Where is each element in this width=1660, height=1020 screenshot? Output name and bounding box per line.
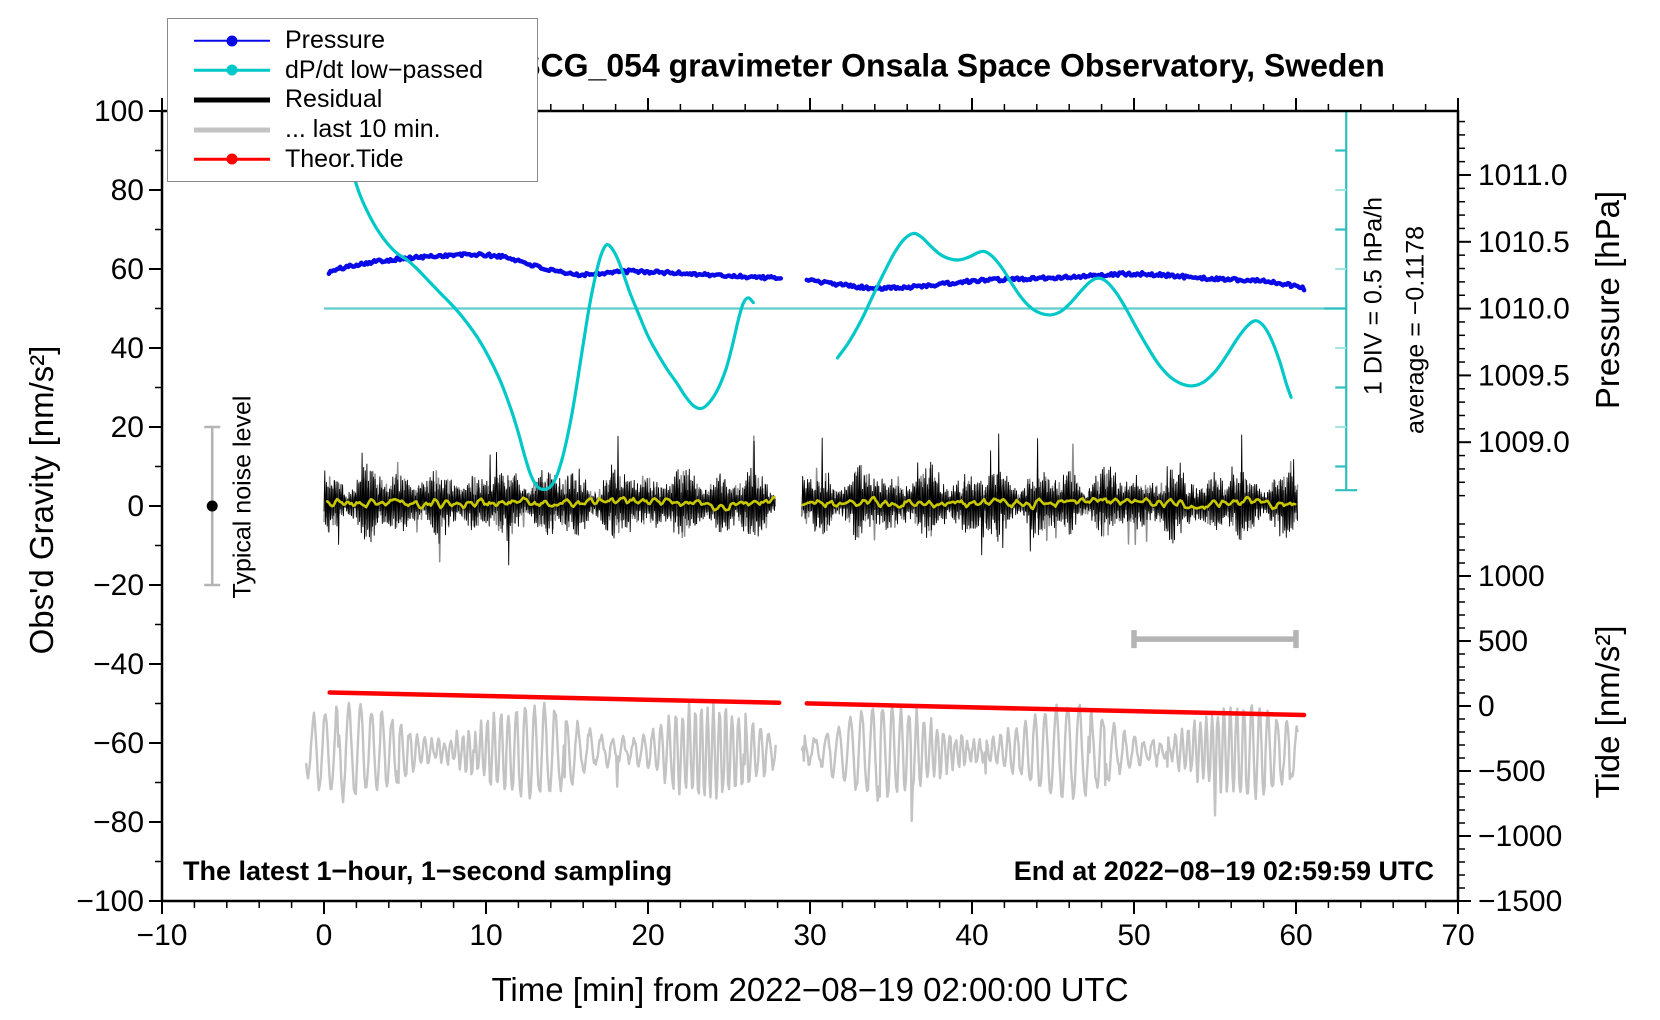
svg-text:0: 0 [316, 919, 333, 952]
svg-text:0: 0 [127, 490, 144, 523]
svg-text:30: 30 [793, 919, 826, 952]
svg-text:1009.5: 1009.5 [1478, 359, 1570, 392]
svg-text:1011.0: 1011.0 [1478, 159, 1568, 192]
svg-text:−10: −10 [137, 919, 188, 952]
chart-title: SCG_054 gravimeter Onsala Space Observat… [519, 47, 1385, 84]
svg-text:40: 40 [955, 919, 988, 952]
svg-text:10: 10 [469, 919, 502, 952]
svg-text:60: 60 [1279, 919, 1312, 952]
series-residual [323, 433, 1299, 566]
legend-label: Residual [285, 85, 383, 114]
legend-item-pressure: Pressure [194, 26, 537, 55]
svg-text:−500: −500 [1478, 755, 1546, 788]
div-scale-label: 1 DIV = 0.5 hPa/h [1359, 196, 1388, 396]
svg-text:−40: −40 [93, 648, 144, 681]
svg-text:20: 20 [631, 919, 664, 952]
svg-text:−20: −20 [93, 569, 144, 602]
x-axis-title: Time [min] from 2022−08−19 02:00:00 UTC [491, 971, 1129, 1008]
legend-swatch-dpdt [194, 64, 270, 77]
svg-text:1010.5: 1010.5 [1478, 226, 1570, 259]
legend-item-dpdt: dP/dt low−passed [194, 55, 537, 84]
svg-text:70: 70 [1441, 919, 1474, 952]
svg-text:−60: −60 [93, 727, 144, 760]
svg-text:40: 40 [111, 332, 144, 365]
svg-text:60: 60 [111, 253, 144, 286]
noise-level-label: Typical noise level [228, 395, 257, 599]
svg-text:1010.0: 1010.0 [1478, 293, 1570, 326]
noise-level-errorbar [204, 425, 221, 587]
legend-label: ... last 10 min. [285, 115, 441, 144]
legend-label: Theor.Tide [285, 144, 404, 173]
svg-text:50: 50 [1117, 919, 1150, 952]
legend-swatch-pressure [194, 34, 270, 47]
legend-swatch-residual [194, 93, 270, 106]
series-last10min [305, 701, 1299, 823]
legend-item-theortide: Theor.Tide [194, 144, 537, 173]
series-theor-tide [327, 690, 1307, 718]
svg-text:20: 20 [111, 411, 144, 444]
dpdt-div-scalebar [1324, 111, 1358, 492]
legend-label: dP/dt low−passed [285, 55, 484, 84]
footer-sampling-note: The latest 1−hour, 1−second sampling [183, 856, 673, 886]
svg-text:−100: −100 [76, 885, 144, 918]
footer-end-time: End at 2022−08−19 02:59:59 UTC [1013, 856, 1434, 886]
svg-text:−1500: −1500 [1478, 885, 1562, 918]
average-label: average = −0.1178 [1401, 225, 1430, 435]
legend-label: Pressure [285, 26, 386, 55]
y-axis-title-tide: Tide [nm/s²] [1589, 625, 1626, 799]
ten-min-duration-bar [1131, 630, 1299, 649]
series-dpdt [346, 156, 1293, 492]
legend-item-residual: Residual [194, 85, 537, 114]
svg-text:500: 500 [1478, 625, 1528, 658]
svg-text:100: 100 [94, 95, 144, 128]
legend: Pressure dP/dt low−passed Residual ... l… [167, 18, 538, 182]
legend-swatch-last10 [194, 123, 270, 136]
svg-text:1009.0: 1009.0 [1478, 426, 1570, 459]
y-axis-title-gravity: Obs'd Gravity [nm/s²] [23, 345, 60, 655]
legend-swatch-theortide [194, 153, 270, 166]
series-residual-smooth [325, 495, 1297, 512]
svg-text:80: 80 [111, 174, 144, 207]
series-pressure [326, 251, 1307, 293]
axis-ticks: −10 0 10 20 30 40 50 60 70100806040200−20−40−60−… [76, 95, 1569, 952]
legend-item-last10: ... last 10 min. [194, 115, 537, 144]
svg-text:−80: −80 [93, 806, 144, 839]
y-axis-title-pressure: Pressure [hPa] [1589, 190, 1626, 410]
svg-text:0: 0 [1478, 690, 1495, 723]
svg-text:1000: 1000 [1478, 560, 1545, 593]
svg-text:−1000: −1000 [1478, 820, 1562, 853]
